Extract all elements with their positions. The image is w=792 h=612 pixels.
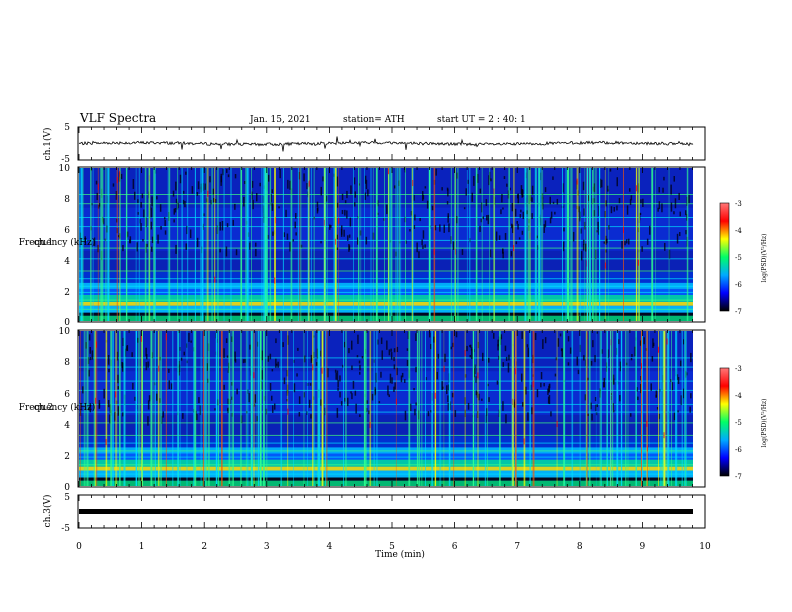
ch2-spectrogram-ylabel: ch.2 Frequency (kHz) [19,402,96,413]
cb2-tick-m3: -3 [735,365,742,373]
date-label: Jan. 15, 2021 [249,115,311,125]
spec2-ytick-10: 10 [59,327,71,337]
spec1-ytick-8: 8 [64,195,70,205]
x-tick-label: 8 [577,542,583,552]
cb1-tick-m4: -4 [735,227,742,235]
ch3-ytick-top: 5 [64,493,70,503]
ch1-spectrogram-frame [77,166,706,323]
ch1-ytick-top: 5 [64,123,70,133]
spec2-ytick-4: 4 [64,421,70,431]
ch2-colorbar [720,368,729,476]
x-tick-label: 1 [139,542,145,552]
x-tick-label: 4 [327,542,333,552]
spec1-ytick-2: 2 [64,288,70,298]
ch1-spectrogram-panel: 10 8 6 4 2 0 ch.1 Frequency (kHz) -3 -4 … [19,164,768,328]
spec1-ytick-4: 4 [64,257,70,267]
x-tick-labels: 0 1 2 3 4 5 6 7 8 9 10 [76,542,711,552]
spec1-ytick-0: 0 [64,318,70,328]
ch3-waveform-panel: 5 -5 ch.3(V) [42,493,706,534]
cb1-tick-m5: -5 [735,254,742,262]
cb1-label: log(PSD)(V²/Hz) [761,234,768,283]
x-tick-label: 6 [452,542,458,552]
cb1-tick-m6: -6 [735,281,742,289]
cb1-tick-m3: -3 [735,200,742,208]
cb2-tick-m4: -4 [735,392,742,400]
spec2-ytick-8: 8 [64,358,70,368]
spec2-ytick-0: 0 [64,483,70,493]
cb1-tick-m7: -7 [735,308,742,316]
ch3-waveform-ylabel: ch.3(V) [42,495,53,528]
cb2-tick-m5: -5 [735,419,742,427]
x-tick-label: 10 [699,542,711,552]
station-label: station= ATH [343,115,405,125]
ch1-waveform-ylabel: ch.1(V) [42,128,53,161]
x-tick-label: 2 [201,542,207,552]
ch1-ytick-bottom: -5 [61,155,70,165]
ch1-waveform-panel: 5 -5 ch.1(V) [42,123,706,165]
ch1-spectrogram-ylabel: ch.1 Frequency (kHz) [19,237,96,248]
cb2-tick-m6: -6 [735,446,742,454]
x-tick-label: 3 [264,542,270,552]
axis-ticks [78,127,706,528]
x-tick-label: 5 [389,542,395,552]
ch3-ytick-bottom: -5 [61,524,70,534]
x-tick-label: 0 [76,542,82,552]
start-time-label: start UT = 2 : 40: 1 [437,115,526,125]
spec1-ytick-10: 10 [59,164,71,174]
spec2-ytick-6: 6 [64,390,70,400]
ch1-colorbar [720,203,729,311]
spec1-ytick-6: 6 [64,226,70,236]
cb2-tick-m7: -7 [735,473,742,481]
x-axis-label: Time (min) [375,549,425,560]
ch2-spectrogram-panel: 10 8 6 4 2 0 ch.2 Frequency (kHz) -3 -4 … [19,327,768,493]
cb2-label: log(PSD)(V²/Hz) [761,399,768,448]
x-tick-label: 7 [514,542,520,552]
ch3-waveform-trace [79,509,693,514]
figure-title: VLF Spectra [79,111,156,125]
x-tick-label: 9 [640,542,646,552]
spec2-ytick-2: 2 [64,452,70,462]
ch2-spectrogram-frame [77,329,706,488]
ch1-waveform-trace [78,136,694,152]
